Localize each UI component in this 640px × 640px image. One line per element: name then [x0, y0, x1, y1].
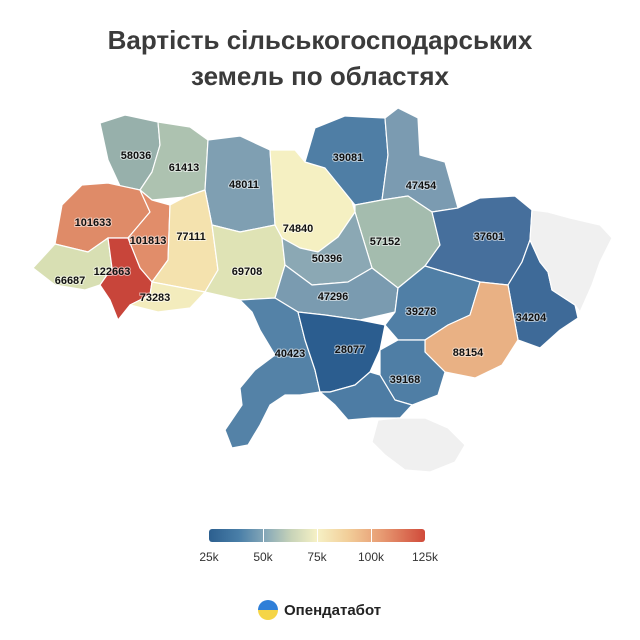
region-value-label-zakarpattia: 66687	[55, 275, 86, 287]
region-value-label-cherkasy: 50396	[312, 253, 343, 265]
region-vinnytsia[interactable]	[204, 224, 286, 301]
region-zaporizhzhia[interactable]	[379, 339, 446, 406]
region-value-label-poltava: 57152	[370, 236, 401, 248]
legend-tick-mark	[263, 529, 264, 542]
legend-tick-label: 50k	[253, 550, 273, 564]
region-value-label-kyiv: 74840	[283, 223, 314, 235]
brand: Опендатабот	[258, 600, 381, 620]
region-value-label-luhansk: 34204	[516, 312, 547, 324]
chart-title: Вартість сільськогосподарських земель по…	[0, 22, 640, 94]
legend-tick-label: 125k	[411, 550, 439, 564]
legend-tick-label: 25k	[199, 550, 219, 564]
region-value-label-kharkiv: 37601	[474, 231, 505, 243]
region-value-label-chernivtsi: 73283	[140, 292, 171, 304]
legend-tick-label: 100k	[357, 550, 385, 564]
region-value-label-vinnytsia: 69708	[232, 266, 263, 278]
opendatabot-logo-icon	[258, 600, 278, 620]
region-east-occupied[interactable]	[529, 209, 613, 313]
region-value-label-zhytomyr: 48011	[229, 179, 259, 191]
region-value-label-donetsk: 88154	[453, 347, 484, 359]
chart-title-line-2: земель по областях	[190, 61, 450, 91]
color-legend-bar	[209, 529, 425, 542]
region-kherson[interactable]	[319, 371, 413, 421]
region-value-label-chernihiv: 39081	[333, 152, 364, 164]
legend-tick-mark	[371, 529, 372, 542]
region-value-label-odesa: 40423	[275, 348, 306, 360]
region-value-label-lviv: 101633	[75, 217, 112, 229]
region-chernivtsi[interactable]	[129, 281, 206, 313]
region-value-label-ternopil: 101813	[130, 235, 167, 247]
region-sumy[interactable]	[381, 107, 459, 213]
region-value-label-sumy: 47454	[406, 180, 437, 192]
region-value-label-zaporizhzhia: 39168	[390, 374, 421, 386]
region-value-label-volyn: 58036	[121, 150, 152, 162]
region-value-label-rivne: 61413	[169, 162, 200, 174]
brand-name: Опендатабот	[284, 601, 382, 619]
region-value-label-mykolaiv: 28077	[335, 344, 366, 356]
region-value-label-ivano-frankivsk: 122663	[94, 266, 131, 278]
region-value-label-dnipropetrovsk: 39278	[406, 306, 437, 318]
region-crimea[interactable]	[371, 417, 466, 473]
legend-tick-mark	[317, 529, 318, 542]
region-value-label-kirovohrad: 47296	[318, 291, 349, 303]
region-rivne[interactable]	[139, 121, 209, 201]
chart-title-line-1: Вартість сільськогосподарських	[107, 25, 533, 55]
region-value-label-khmelnytskyi: 77111	[176, 231, 205, 243]
legend-tick-label: 75k	[307, 550, 327, 564]
